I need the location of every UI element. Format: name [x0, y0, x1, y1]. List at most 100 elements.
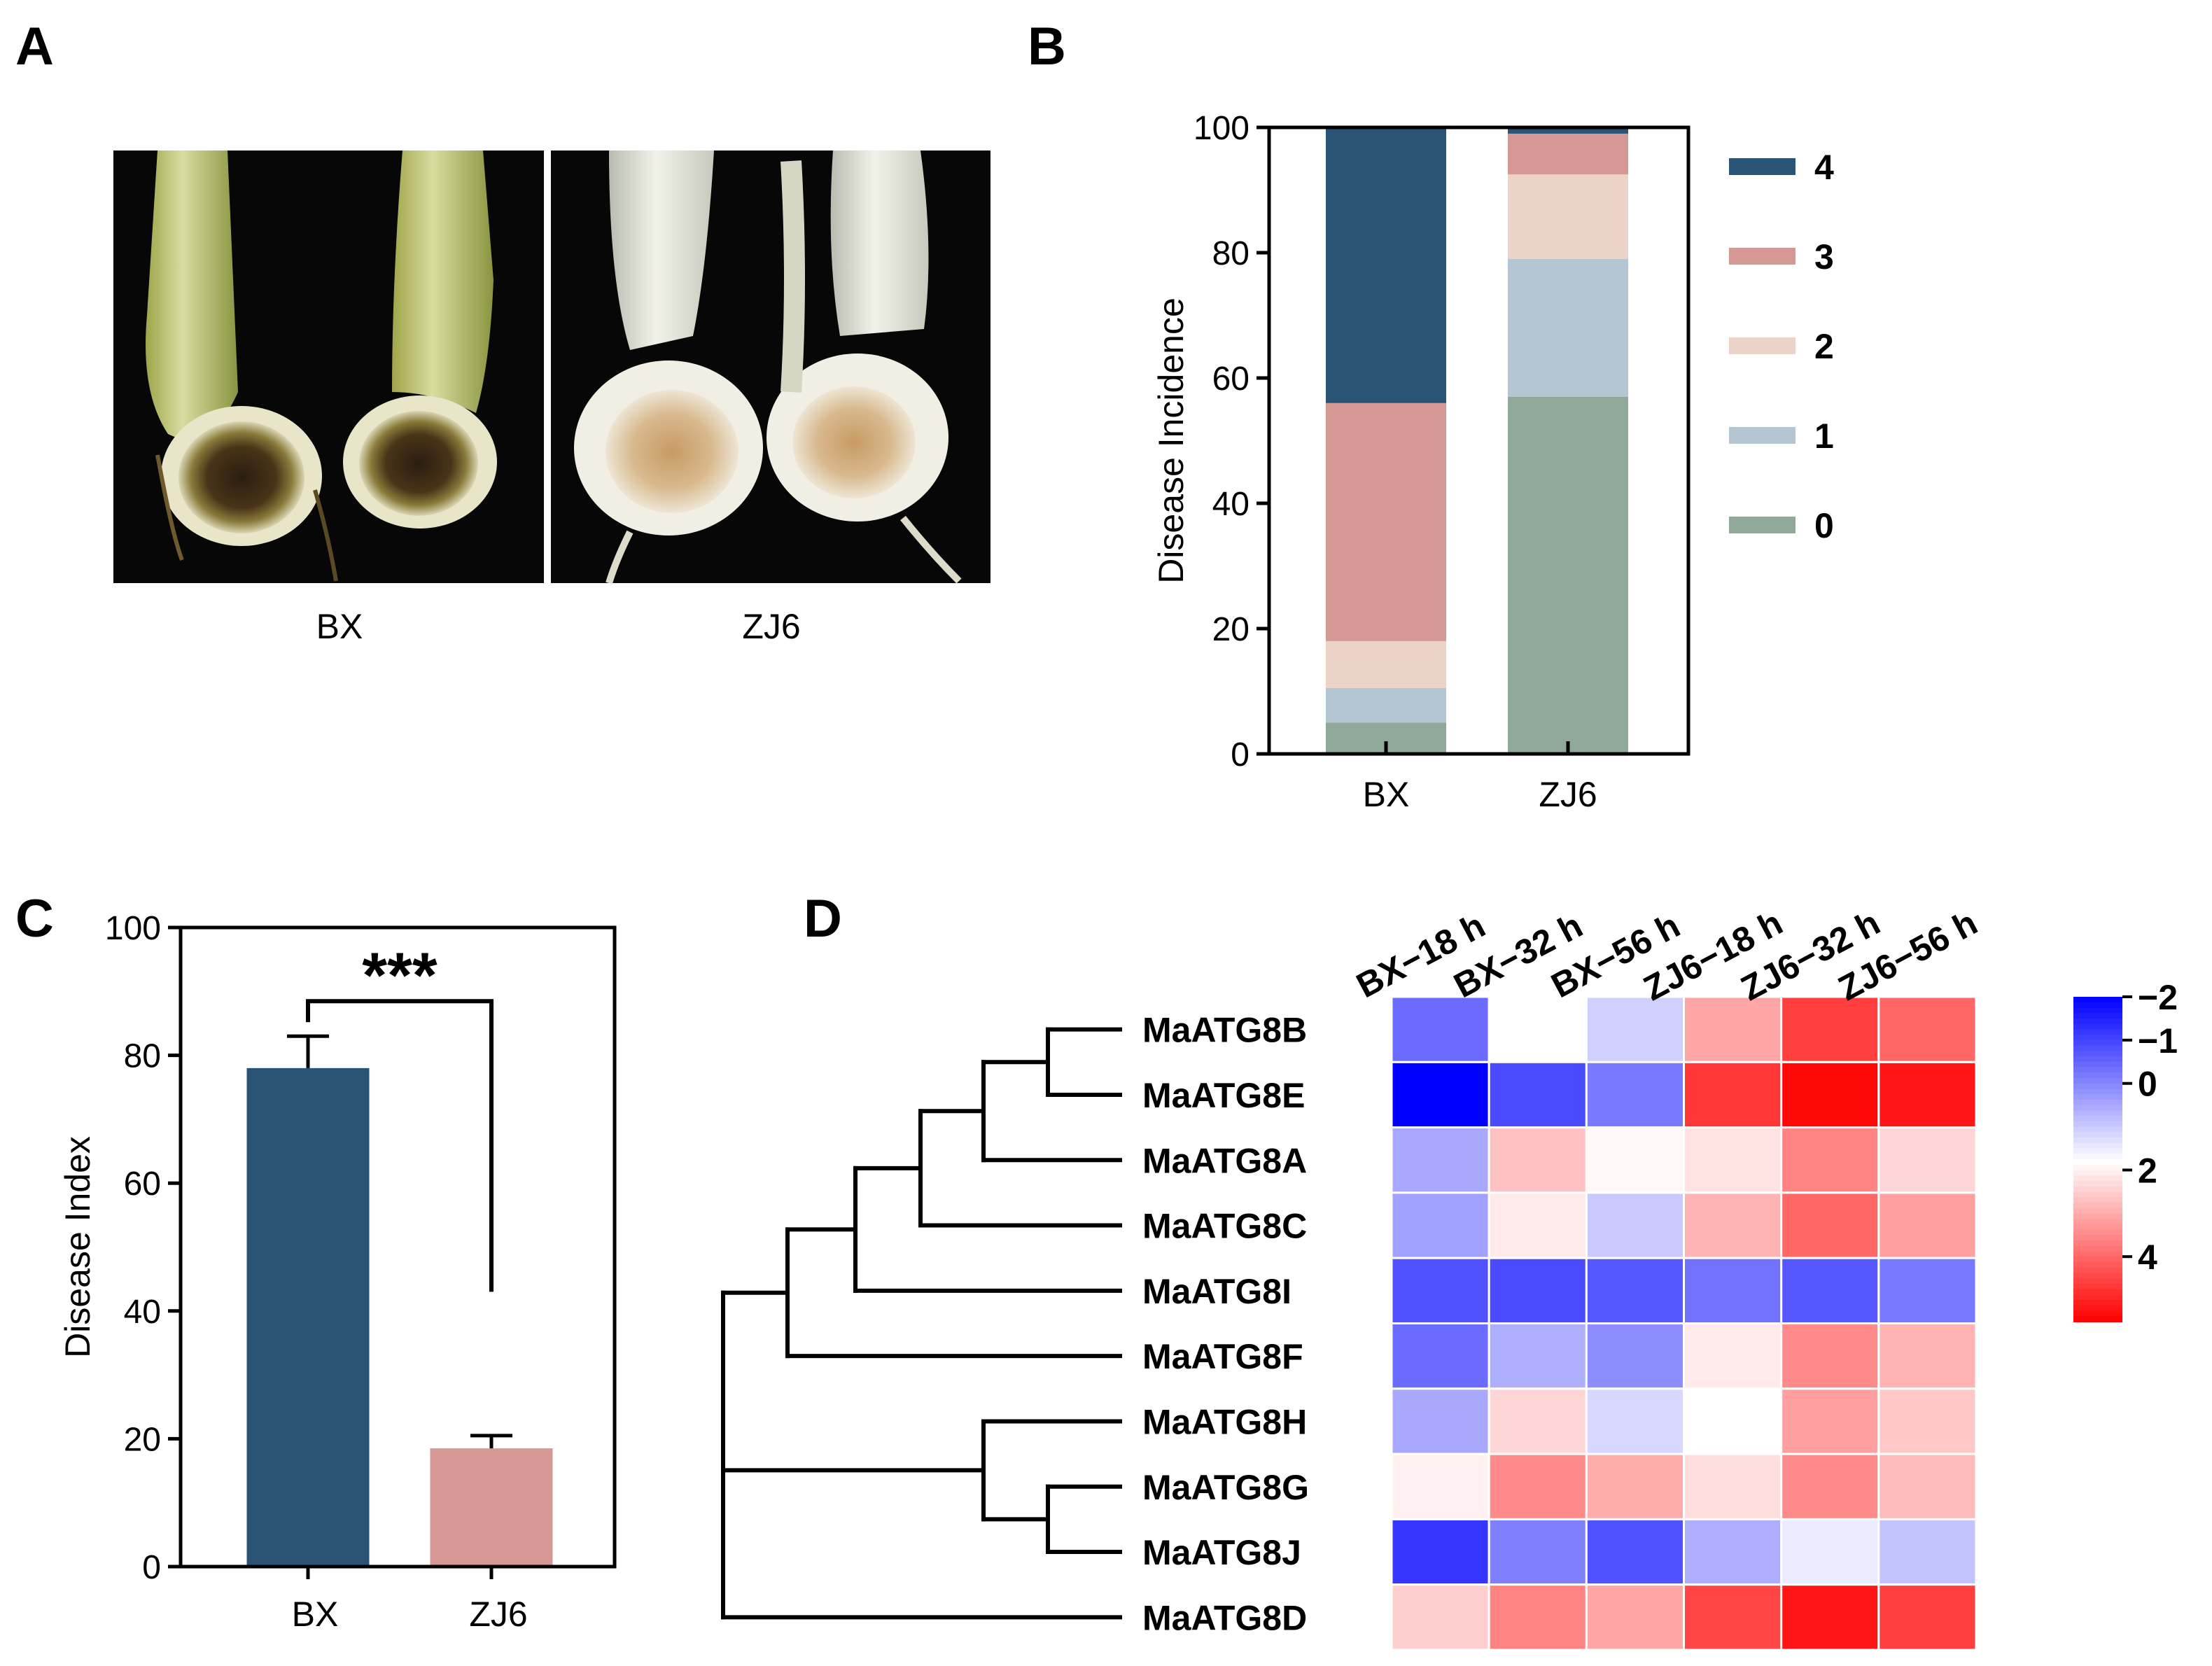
- bar-zj6-level0: [1508, 396, 1628, 754]
- heatmap-cell-maatg8f-3: [1683, 1322, 1783, 1390]
- heatmap-cell-maatg8j-0: [1390, 1518, 1490, 1586]
- colorbar-segment: [2073, 1105, 2122, 1112]
- heatmap-cell-maatg8b-4: [1780, 995, 1880, 1063]
- heatmap-cell-maatg8a-5: [1877, 1126, 1977, 1194]
- bar-zj6-level2: [1508, 174, 1628, 259]
- colorbar-segment: [2073, 1072, 2122, 1079]
- heatmap-cell-maatg8g-0: [1390, 1452, 1490, 1520]
- heatmap-cell-maatg8b-0: [1390, 995, 1490, 1063]
- colorbar-segment: [2073, 1116, 2122, 1122]
- bar-zj6: [430, 1448, 553, 1567]
- panel-letter-a: A: [15, 17, 54, 76]
- heatmap-cell-maatg8e-2: [1585, 1060, 1685, 1129]
- row-label-maatg8f: MaATG8F: [1142, 1337, 1303, 1376]
- colorbar-segment: [2073, 1273, 2122, 1280]
- y-tick-label-c: 100: [105, 910, 161, 947]
- photo-label-bx: BX: [316, 607, 363, 646]
- heatmap-cell-maatg8c-2: [1585, 1191, 1685, 1259]
- bar-bx-level3: [1326, 402, 1446, 641]
- colorbar-tick-label: 4: [2138, 1238, 2157, 1277]
- heatmap-cell-maatg8c-5: [1877, 1191, 1977, 1259]
- row-label-maatg8j: MaATG8J: [1142, 1533, 1301, 1572]
- colorbar-segment: [2073, 1208, 2122, 1214]
- colorbar-segment: [2073, 1002, 2122, 1009]
- colorbar-segment: [2073, 1126, 2122, 1133]
- heatmap-cell-maatg8i-1: [1488, 1256, 1588, 1324]
- y-tick-label-c: 0: [142, 1549, 161, 1586]
- colorbar-segment: [2073, 1202, 2122, 1209]
- heatmap-cell-maatg8e-0: [1390, 1060, 1490, 1129]
- heatmap-cell-maatg8f-5: [1877, 1322, 1977, 1390]
- colorbar-segment: [2073, 1040, 2122, 1046]
- y-tick-label-c: 60: [124, 1166, 161, 1203]
- heatmap-cell-maatg8e-5: [1877, 1060, 1977, 1129]
- legend-swatch-level2: [1729, 337, 1795, 354]
- colorbar-segment: [2073, 1289, 2122, 1296]
- colorbar-segment: [2073, 1154, 2122, 1160]
- heatmap-cell-maatg8j-1: [1488, 1518, 1588, 1586]
- colorbar-segment: [2073, 1186, 2122, 1193]
- colorbar-segment: [2073, 1067, 2122, 1074]
- heatmap-cell-maatg8d-4: [1780, 1583, 1880, 1651]
- colorbar-segment: [2073, 1219, 2122, 1225]
- chart-d: MaATG8B MaATG8E MaATG8A MaATG8C MaATG8I MaATG…: [721, 903, 2178, 1651]
- bar-bx-level4: [1326, 127, 1446, 403]
- heatmap-cell-maatg8c-0: [1390, 1191, 1490, 1259]
- colorbar-tick-label: 2: [2138, 1151, 2157, 1190]
- colorbar-segment: [2073, 1007, 2122, 1014]
- heatmap-cell-maatg8b-1: [1488, 995, 1588, 1063]
- colorbar-segment: [2073, 1235, 2122, 1241]
- colorbar-segment: [2073, 1294, 2122, 1301]
- y-axis-label-c: Disease Index: [58, 1136, 97, 1358]
- heatmap-cell-maatg8b-5: [1877, 995, 1977, 1063]
- colorbar-segment: [2073, 1110, 2122, 1117]
- colorbar-segment: [2073, 1213, 2122, 1220]
- photo-label-zj6: ZJ6: [742, 607, 800, 646]
- colorbar-segment: [2073, 1175, 2122, 1182]
- colorbar-segment: [2073, 1083, 2122, 1090]
- heatmap-cell-maatg8g-3: [1683, 1452, 1783, 1520]
- heatmap-cell-maatg8c-3: [1683, 1191, 1783, 1259]
- row-label-maatg8i: MaATG8I: [1142, 1272, 1292, 1311]
- colorbar-segment: [2073, 1094, 2122, 1100]
- colorbar-segment: [2073, 1191, 2122, 1198]
- heatmap-cell-maatg8d-2: [1585, 1583, 1685, 1651]
- row-label-maatg8c: MaATG8C: [1142, 1207, 1307, 1246]
- heatmap-cell-maatg8g-1: [1488, 1452, 1588, 1520]
- colorbar-segment: [2073, 1078, 2122, 1084]
- chart-b: 0 20 40 60 80 100 BX ZJ6 Disease Incidence 4 3 2 1 0: [1152, 110, 1834, 814]
- y-tick-label-c: 80: [124, 1038, 161, 1075]
- legend-label-level4: 4: [1814, 148, 1834, 187]
- heatmap-cell-maatg8e-1: [1488, 1060, 1588, 1129]
- heatmap-cell-maatg8a-2: [1585, 1126, 1685, 1194]
- row-label-maatg8b: MaATG8B: [1142, 1011, 1307, 1050]
- colorbar-segment: [2073, 1283, 2122, 1290]
- legend-swatch-level1: [1729, 427, 1795, 444]
- heatmap-cell-maatg8f-4: [1780, 1322, 1880, 1390]
- y-tick-label-c: 20: [124, 1421, 161, 1458]
- legend-label-level1: 1: [1814, 416, 1834, 456]
- colorbar-segment: [2073, 1251, 2122, 1258]
- y-tick-label-b: 20: [1212, 611, 1250, 648]
- bar-zj6-level4: [1508, 127, 1628, 134]
- colorbar-segment: [2073, 1180, 2122, 1187]
- heatmap-cell-maatg8h-4: [1780, 1387, 1880, 1455]
- heatmap-cell-maatg8i-3: [1683, 1256, 1783, 1324]
- colorbar-segment: [2073, 1051, 2122, 1058]
- row-label-maatg8a: MaATG8A: [1142, 1141, 1307, 1180]
- heatmap-cell-maatg8d-3: [1683, 1583, 1783, 1651]
- bar-bx: [246, 1068, 370, 1567]
- heatmap-cell-maatg8j-3: [1683, 1518, 1783, 1586]
- x-tick-label-b: ZJ6: [1539, 775, 1597, 814]
- heatmap-cell-maatg8h-1: [1488, 1387, 1588, 1455]
- heatmap-cell-maatg8g-4: [1780, 1452, 1880, 1520]
- colorbar-segment: [2073, 1088, 2122, 1096]
- colorbar-segment: [2073, 1245, 2122, 1252]
- colorbar-tick-label: −1: [2138, 1021, 2178, 1060]
- legend-label-level0: 0: [1814, 506, 1834, 545]
- plot-frame-b: [1267, 125, 1690, 756]
- colorbar-segment: [2073, 1267, 2122, 1274]
- heatmap-cell-maatg8e-4: [1780, 1060, 1880, 1129]
- heatmap-cell-maatg8h-5: [1877, 1387, 1977, 1455]
- colorbar-segment: [2073, 1229, 2122, 1236]
